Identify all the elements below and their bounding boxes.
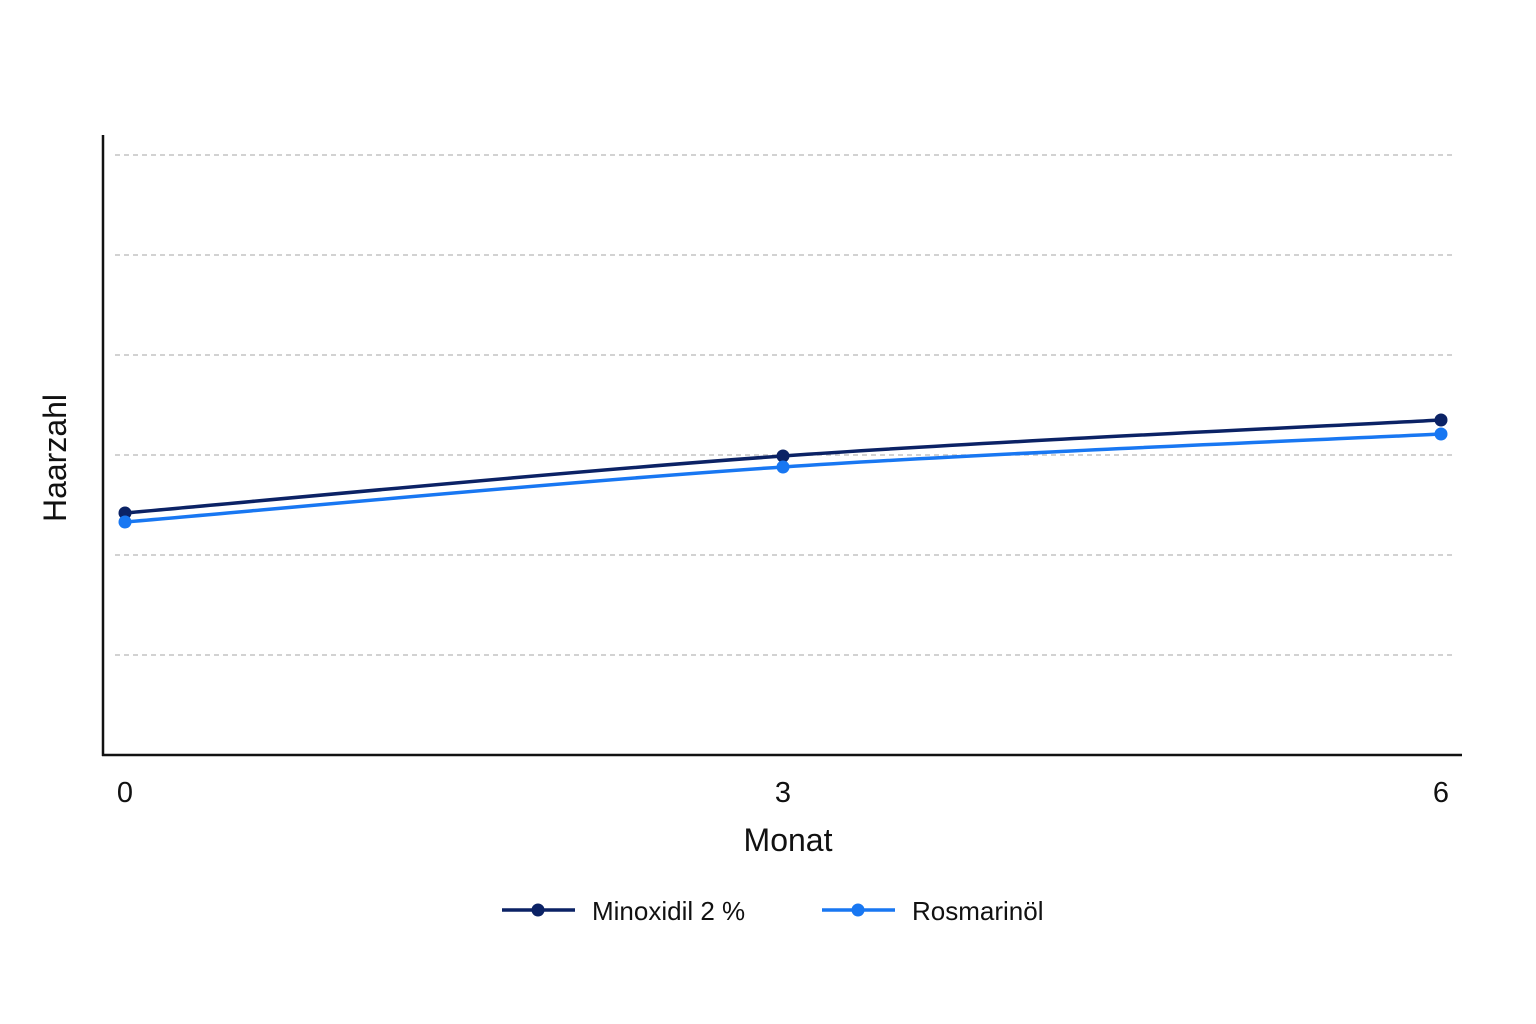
x-tick-labels: 0 3 6 <box>117 777 1449 809</box>
legend-swatch-marker <box>531 903 545 917</box>
data-point <box>776 460 790 474</box>
grid-lines <box>115 154 1452 656</box>
x-tick-label: 6 <box>1433 777 1449 809</box>
x-tick-label: 0 <box>117 777 133 809</box>
legend-label: Minoxidil 2 % <box>592 896 745 926</box>
legend-label: Rosmarinöl <box>912 896 1044 926</box>
y-axis-title: Haarzahl <box>37 394 73 522</box>
legend: Minoxidil 2 % Rosmarinöl <box>502 896 1044 926</box>
data-point <box>776 449 790 463</box>
legend-swatch-marker <box>851 903 865 917</box>
data-point <box>1434 413 1448 427</box>
series-group <box>118 413 1448 529</box>
x-tick-label: 3 <box>775 777 791 809</box>
data-point <box>118 515 132 529</box>
data-point <box>118 506 132 520</box>
data-point <box>1434 427 1448 441</box>
series-line <box>123 432 1443 524</box>
x-axis-title: Monat <box>744 822 833 858</box>
